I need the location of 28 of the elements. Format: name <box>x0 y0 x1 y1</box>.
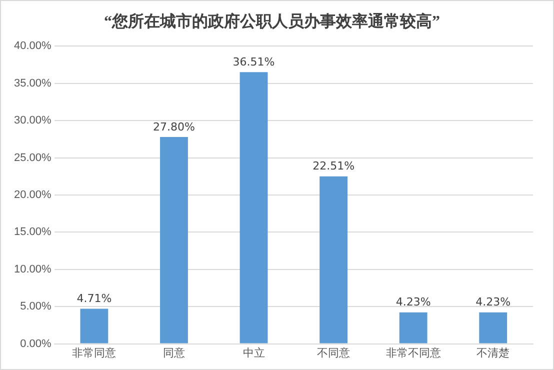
x-tick-label: 不同意 <box>317 346 350 360</box>
y-tick-label: 20.00% <box>14 189 52 202</box>
bar <box>479 312 508 344</box>
data-label: 4.23% <box>396 296 431 309</box>
data-label: 27.80% <box>153 120 195 134</box>
x-tick-label: 中立 <box>242 346 265 360</box>
x-tick-label: 同意 <box>162 346 185 360</box>
y-tick-label: 0.00% <box>20 338 52 350</box>
bar <box>160 136 188 344</box>
bar <box>80 308 108 344</box>
x-tick-label: 非常同意 <box>72 346 116 360</box>
y-tick-label: 25.00% <box>14 152 52 164</box>
x-tick-label: 不清楚 <box>476 346 510 360</box>
y-tick-label: 35.00% <box>14 77 52 90</box>
y-tick-label: 40.00% <box>14 40 52 52</box>
data-label: 22.51% <box>312 160 355 173</box>
y-tick-label: 30.00% <box>14 114 52 127</box>
y-tick-label: 5.00% <box>20 300 52 313</box>
chart-title: “您所在城市的政府公职人员办事效率通常较高” <box>104 12 440 31</box>
x-tick-label: 非常不同意 <box>386 346 441 360</box>
data-label: 4.23% <box>476 296 511 309</box>
y-tick-label: 15.00% <box>14 226 52 238</box>
bar <box>240 72 268 344</box>
data-label: 36.51% <box>232 56 275 69</box>
y-tick-label: 10.00% <box>14 263 52 276</box>
bar <box>320 176 348 344</box>
bar <box>399 312 428 344</box>
data-label: 4.71% <box>76 292 112 306</box>
